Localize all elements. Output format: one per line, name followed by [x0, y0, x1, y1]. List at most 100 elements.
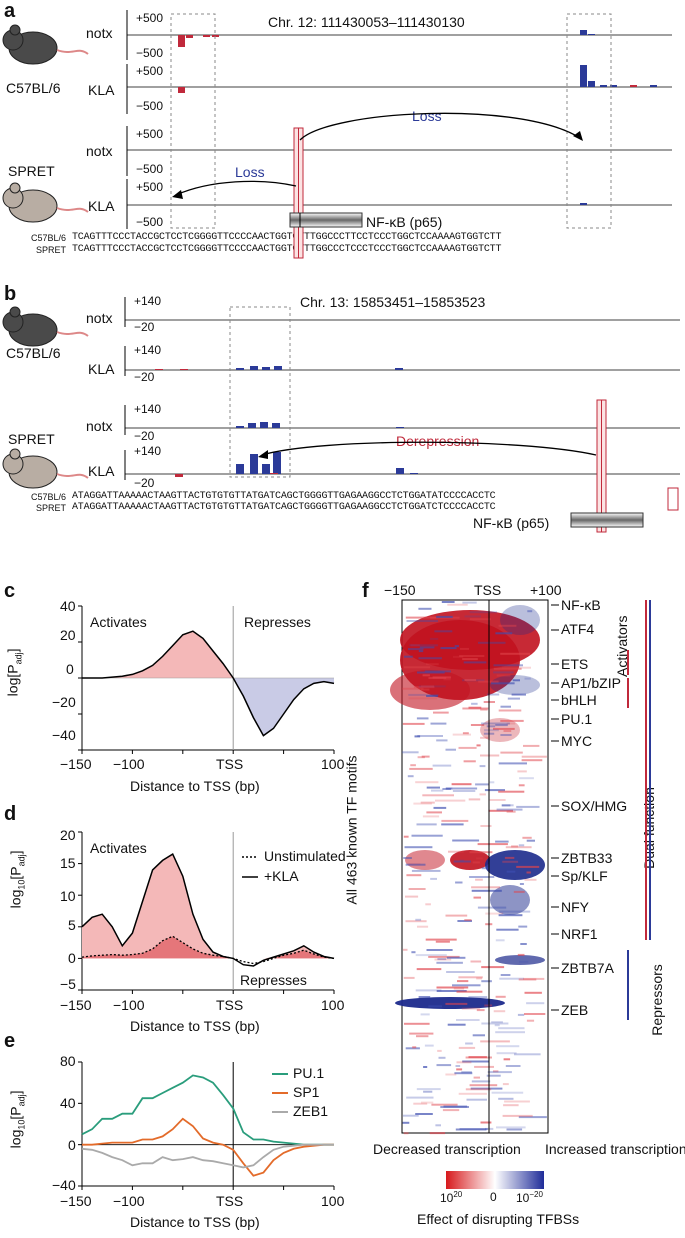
f-heatmap-cell	[517, 953, 525, 956]
f-heatmap-cell	[441, 601, 455, 603]
f-heatmap-cell	[453, 860, 471, 863]
f-heatmap-cell	[526, 1002, 545, 1005]
f-heatmap-cell	[521, 755, 547, 758]
e-series-line-pu1	[81, 1074, 334, 1146]
f-heatmap-cell	[422, 674, 430, 677]
f-heatmap-cell	[489, 799, 506, 801]
f-heatmap-cell	[404, 846, 433, 849]
b-signal-bar	[155, 369, 163, 370]
panel-b-strain-bottom: SPRET	[8, 431, 55, 447]
f-heatmap-cell	[486, 1074, 501, 1077]
f-heatmap-cell	[454, 1072, 473, 1075]
f-heatmap-cell	[453, 655, 464, 658]
f-heatmap-cell	[476, 744, 481, 747]
e-series-line-zeb1	[81, 1143, 334, 1169]
a-signal-bar	[588, 34, 595, 35]
f-heatmap-cell	[481, 1022, 509, 1025]
f-heatmap-cell	[456, 1068, 463, 1071]
f-heatmap-cell	[418, 650, 424, 653]
c-ytick: 40	[60, 598, 76, 614]
b-motif-label: NF-κB (p65)	[473, 515, 550, 531]
f-motif-label: AP1/bZIP	[561, 675, 621, 691]
a-motif-label: NF-κB (p65)	[366, 214, 443, 230]
f-heatmap-cell	[423, 1090, 433, 1093]
b-signal-bar	[248, 423, 256, 428]
c57bl6-mouse-icon-tail	[56, 49, 89, 55]
f-motif-label: MYC	[561, 733, 593, 749]
f-heatmap-cell	[468, 996, 488, 999]
f-heatmap-cell	[446, 956, 466, 959]
f-heatmap-cell	[417, 671, 445, 674]
b-signal-bar	[273, 452, 281, 474]
f-heatmap-cell	[484, 1004, 493, 1007]
f-heatmap-cell	[493, 671, 514, 674]
f-heatmap-cell	[471, 702, 478, 705]
c-activates-area	[82, 631, 334, 678]
panel-a-strain-bottom: SPRET	[8, 163, 55, 179]
f-heatmap-cell	[498, 709, 522, 712]
f-heatmap-cell	[404, 1022, 430, 1025]
f-heatmap-cell	[423, 1066, 428, 1068]
f-heatmap-cell	[403, 948, 408, 951]
f-motif-label: ZEB	[561, 1002, 589, 1018]
e-series-line-sp1	[82, 1117, 334, 1177]
f-heatmap-cell	[463, 661, 487, 664]
f-heatmap-cell	[410, 764, 416, 767]
f-heatmap-cell	[407, 775, 414, 778]
a-loss-label: Loss	[412, 108, 442, 124]
f-heatmap-cell	[433, 711, 449, 714]
c-xtick: −100	[113, 756, 145, 772]
d-represses: Represses	[240, 972, 307, 988]
f-heatmap-cell	[493, 1070, 499, 1073]
f-heatmap-cell	[455, 881, 463, 884]
f-heatmap-cell	[502, 1114, 533, 1117]
b-signal-bar	[236, 368, 244, 370]
f-heatmap-cell	[405, 920, 427, 923]
f-heatmap-cell	[522, 836, 532, 839]
d-kla-line	[81, 853, 335, 967]
f-heatmap-cell	[513, 890, 525, 893]
f-heatmap-cell	[408, 648, 424, 651]
d-ytick: −5	[60, 976, 76, 992]
f-top-tick: −150	[384, 582, 416, 598]
f-heatmap-cell	[468, 1056, 487, 1059]
f-heatmap-cell	[408, 888, 426, 890]
a-loss-arrow	[299, 112, 581, 141]
b-ytick: −20	[134, 429, 155, 443]
f-heatmap-cell	[480, 825, 492, 827]
f-heatmap-cell	[445, 748, 456, 751]
d-ytick: 20	[60, 827, 76, 843]
panel-c-letter: c	[4, 580, 16, 602]
f-heatmap-cell	[426, 811, 442, 814]
spret-mouse-icon-tail	[56, 473, 89, 479]
f-motif-label: NF-κB	[561, 597, 601, 613]
f-heatmap-cell	[481, 867, 490, 870]
b-signal-bar	[180, 369, 188, 370]
f-heatmap-cell	[500, 974, 511, 976]
d-legend-unstim: Unstimulated	[264, 848, 346, 864]
a-signal-bar	[600, 85, 607, 87]
e-ytick: 0	[68, 1137, 76, 1153]
f-heatmap-cell	[429, 637, 439, 640]
f-heatmap-cell	[495, 724, 508, 727]
f-heatmap-cell	[500, 751, 523, 754]
f-heatmap-cell	[479, 793, 486, 796]
f-heatmap-cell	[456, 1061, 472, 1064]
f-heatmap-cell	[516, 865, 540, 868]
f-heatmap-cell	[452, 839, 480, 842]
b-signal-bar	[410, 473, 418, 474]
f-motif-label: ZBTB7A	[561, 960, 614, 976]
b-signal-bar	[250, 454, 258, 474]
a-ytick: −500	[136, 99, 164, 113]
a-ytick: −500	[136, 215, 164, 229]
c-ytick: 0	[66, 661, 74, 677]
panel-b-letter: b	[4, 283, 17, 305]
f-heatmap-cell	[417, 925, 429, 928]
f-heatmap-cell	[461, 1007, 481, 1010]
f-heatmap-cell	[440, 647, 457, 650]
f-heatmap-cell	[406, 620, 438, 622]
d-ytick: 0	[68, 950, 76, 966]
f-heatmap-blob	[390, 670, 470, 710]
f-heatmap-cell	[457, 920, 472, 922]
